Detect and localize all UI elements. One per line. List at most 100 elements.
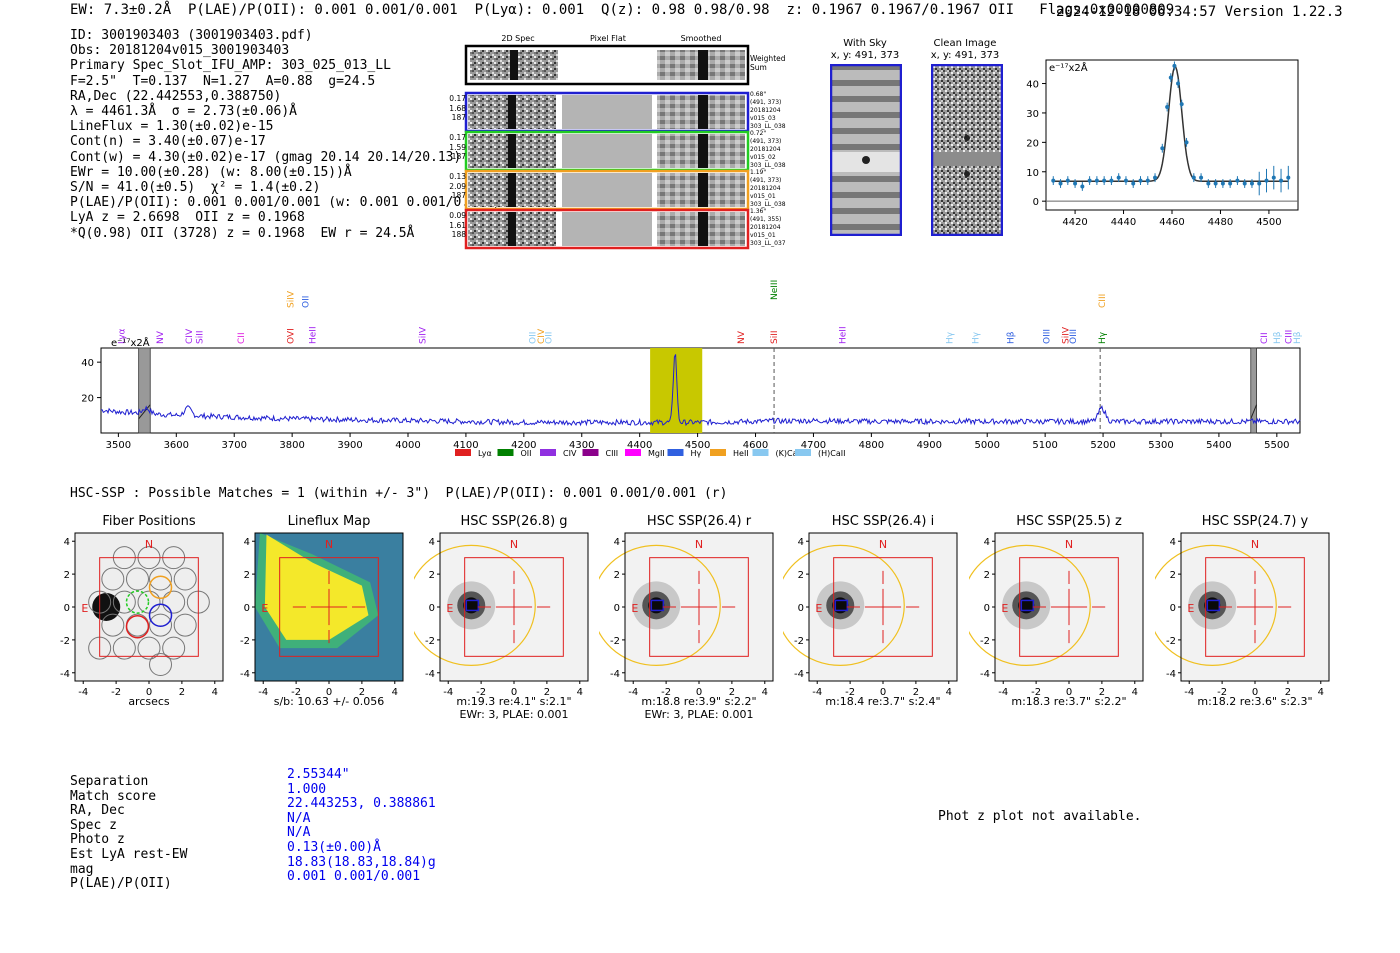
cutout-meta: 20181204: [750, 224, 781, 231]
y-tick-label: -2: [1166, 636, 1176, 647]
y-tick-label: 2: [798, 570, 804, 581]
data-point: [1058, 181, 1063, 186]
data-point: [1184, 140, 1189, 145]
y-tick-label: 4: [64, 537, 70, 548]
x-tick-label: -2: [661, 687, 671, 698]
cutout-meta: 303_LL_038: [750, 201, 786, 208]
y-tick-label: 4: [429, 537, 435, 548]
data-point: [1228, 181, 1233, 186]
x-tick-label: 5200: [1090, 440, 1115, 451]
legend-swatch: [540, 449, 556, 456]
cutout-meta: v015_03: [750, 115, 776, 122]
x-tick-label: -2: [476, 687, 486, 698]
line-label: OII: [301, 296, 311, 308]
match-label: Est LyA rest-EW: [70, 846, 188, 862]
data-point: [1220, 181, 1225, 186]
info-line: Primary Spec_Slot_IFU_AMP: 303_025_013_L…: [70, 58, 391, 74]
data-point: [1165, 105, 1170, 110]
cutout-row-stats: 0.09 1.61 188: [446, 211, 466, 240]
x-tick-label: -4: [998, 687, 1008, 698]
y-axis-label: e⁻¹⁷x2Å: [111, 336, 150, 349]
masked-region: [138, 347, 151, 434]
data-point: [1199, 175, 1204, 180]
data-point: [1242, 181, 1247, 186]
line-label: CIII: [1284, 330, 1294, 344]
line-label: Hβ: [1293, 331, 1303, 344]
match-table-labels: Separation Match score RA, Dec Spec z Photo …: [70, 774, 187, 891]
match-box: [650, 599, 665, 612]
y-tick-label: 30: [1026, 109, 1039, 120]
line-label: HeII: [838, 326, 848, 344]
image-panel: N E -4 -4 -2 -2 0 0 2 2 4 4: [240, 532, 404, 698]
data-point: [1116, 175, 1121, 180]
match-box: [1206, 599, 1221, 612]
y-tick-label: 2: [984, 570, 990, 581]
legend-label: (K)CaII: [776, 449, 803, 458]
panel-caption: m:18.4 re:3.7" s:2.4": [825, 695, 941, 708]
cutout-row-stats: 0.17 1.68 187: [446, 94, 466, 123]
line-label: OIII: [1069, 329, 1079, 344]
x-tick-label: 5100: [1032, 440, 1057, 451]
cutout-stack: [464, 44, 750, 250]
x-tick-label: 0: [326, 687, 332, 698]
data-point: [1123, 178, 1128, 183]
y-tick-label: -4: [1166, 669, 1176, 680]
legend-swatch: [795, 449, 811, 456]
line-label: CIII: [1098, 294, 1108, 308]
data-point: [1179, 102, 1184, 107]
line-label: SiIV: [1061, 326, 1071, 344]
fiber-orange: [148, 575, 173, 600]
cutout-stat: 187: [451, 152, 466, 161]
fiber-circle: [149, 653, 173, 677]
north-label: N: [325, 538, 333, 551]
cutout-meta: 20181204: [750, 146, 781, 153]
match-value: 0.13(±0.00)Å: [287, 839, 381, 855]
match-label: RA, Dec: [70, 803, 125, 819]
data-point: [1051, 178, 1056, 183]
y-tick-label: 0: [984, 603, 990, 614]
info-line: λ = 4461.3Å σ = 2.73(±0.06)Å: [70, 104, 297, 119]
match-label: Spec z: [70, 817, 117, 833]
match-box: [834, 599, 849, 612]
x-tick-label: 4: [392, 687, 398, 698]
cutout-meta: v015_01: [750, 193, 776, 200]
fiber-circle: [149, 567, 173, 591]
col-title-smoothed: Smoothed: [680, 34, 722, 43]
panel-title: HSC SSP(26.4) r: [646, 514, 752, 529]
line-label: CII: [237, 332, 247, 344]
search-box: [1019, 557, 1119, 657]
cutout-meta: 0.72": [750, 130, 767, 137]
legend-label: CIV: [563, 449, 577, 458]
line-label: OII: [545, 332, 555, 344]
info-line: ID: 3001903403 (3001903403.pdf): [70, 28, 313, 43]
data-point: [1249, 181, 1254, 186]
cutout-row-meta: 0.68" (491, 373) 20181204 v015_03 303_LL_038: [750, 91, 810, 131]
legend-label: HeII: [733, 449, 749, 458]
x-tick-label: 4500: [1256, 217, 1281, 228]
y-tick-label: -2: [425, 636, 435, 647]
panel-title: Lineflux Map: [287, 514, 371, 529]
panel-caption: arcsecs: [128, 695, 170, 708]
legend-swatch: [752, 449, 769, 456]
cutout-meta: (491, 373): [750, 177, 782, 184]
y-axis-label: e⁻¹⁷x2Å: [1049, 61, 1088, 74]
hsc-matches-header: HSC-SSP : Possible Matches = 1 (within +…: [70, 486, 728, 501]
weighted-sum-label: Weighted Sum: [750, 54, 786, 72]
x-tick-label: 4: [212, 687, 218, 698]
panel-title: HSC SSP(26.4) i: [831, 514, 935, 529]
data-point: [1160, 146, 1165, 151]
y-tick-label: 0: [64, 603, 70, 614]
y-tick-label: 4: [614, 537, 620, 548]
cutout-meta: 20181204: [750, 185, 781, 192]
legend-label: (H)CaII: [818, 449, 845, 458]
line-label: NV: [737, 330, 747, 344]
x-tick-label: 4300: [569, 440, 594, 451]
x-tick-label: 0: [696, 687, 702, 698]
cutout-row: [464, 208, 750, 250]
cutout-row: [464, 130, 750, 172]
panel-title: HSC SSP(24.7) y: [1201, 514, 1309, 529]
x-tick-label: 2: [913, 687, 919, 698]
y-tick-label: 0: [429, 603, 435, 614]
y-tick-label: 0: [614, 603, 620, 614]
line-label: Hγ: [972, 331, 982, 344]
